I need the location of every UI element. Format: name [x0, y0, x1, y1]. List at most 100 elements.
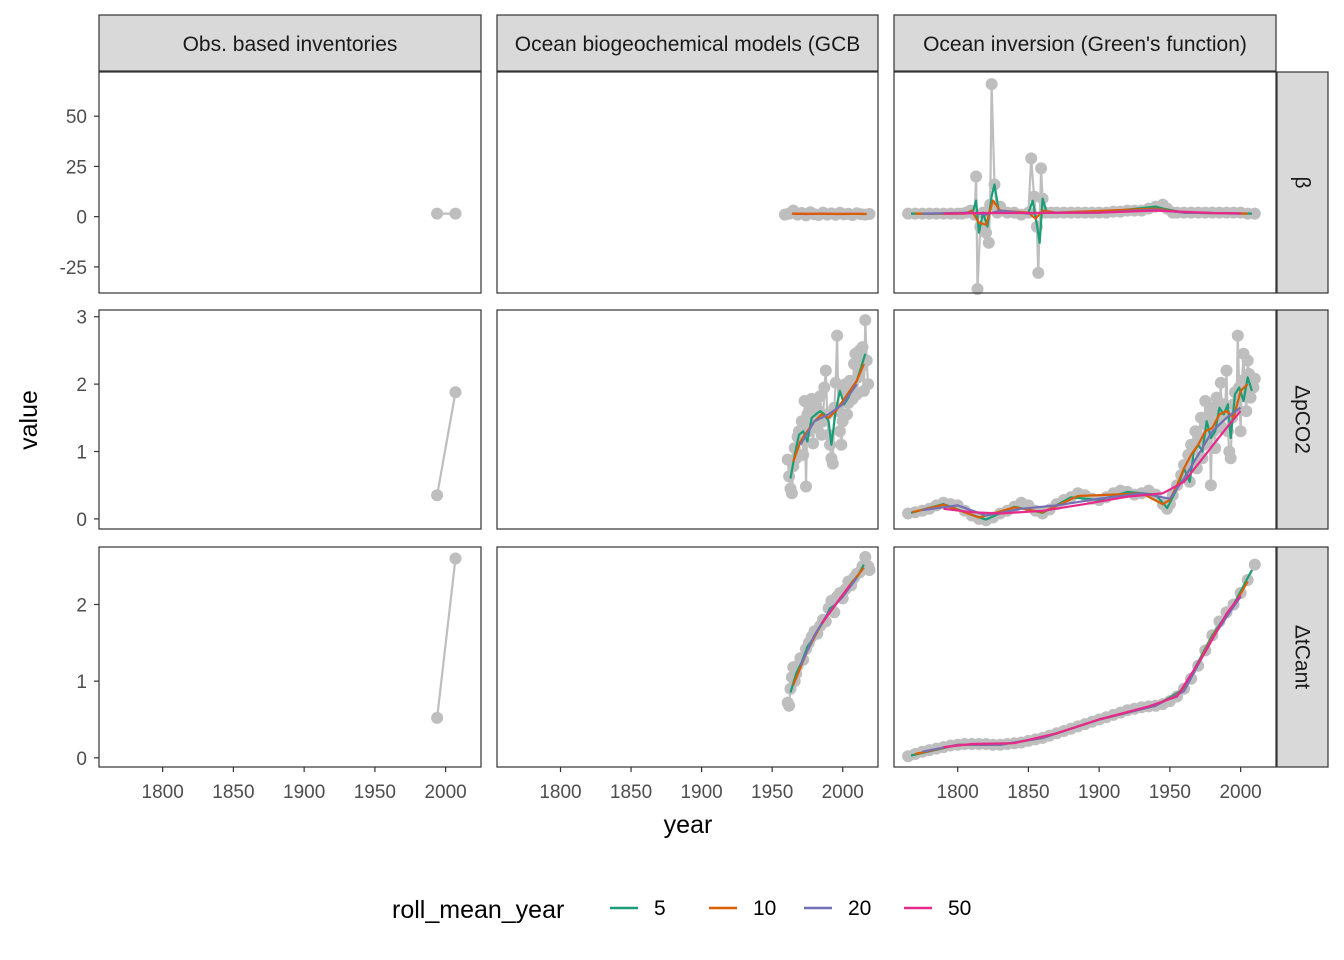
raw-data-point: [859, 551, 872, 563]
y-tick-label: 0: [76, 749, 87, 770]
x-tick-label: 1850: [1007, 782, 1049, 803]
legend-title: roll_mean_year: [392, 896, 564, 924]
x-tick-label: 1950: [1149, 782, 1191, 803]
column-strip-background: [893, 14, 1277, 72]
panel-border: [98, 71, 482, 294]
x-tick-label: 2000: [1219, 782, 1261, 803]
row-strip-background: [1276, 71, 1329, 294]
raw-data-point: [819, 364, 832, 377]
rolling-mean-line-50: [943, 410, 1242, 515]
raw-data-point: [1248, 558, 1261, 571]
panel-background: [894, 72, 1276, 293]
raw-data-point: [1025, 152, 1038, 165]
raw-data-point: [829, 376, 842, 389]
panel-data: [431, 386, 462, 502]
raw-data-point: [1234, 425, 1247, 438]
column-strip-background: [496, 14, 879, 72]
raw-data-point: [800, 480, 812, 493]
x-tick-label: 1850: [610, 782, 652, 803]
y-tick-label: 25: [66, 157, 87, 178]
legend-label-10: 10: [753, 897, 776, 920]
y-tick-label: 2: [76, 595, 87, 616]
panel-border: [893, 71, 1277, 294]
y-tick-label: 50: [66, 107, 87, 128]
raw-data-point: [859, 314, 872, 327]
rolling-mean-line-50: [820, 584, 851, 625]
raw-data-point: [862, 378, 875, 391]
y-tick-label: -25: [60, 258, 87, 279]
x-tick-label: 2000: [822, 782, 864, 803]
raw-series-line: [436, 392, 457, 496]
raw-data-point: [970, 170, 983, 183]
panel-background: [894, 547, 1276, 767]
raw-data-point: [971, 283, 984, 295]
legend: roll_mean_year 5 10 20 50: [392, 896, 971, 924]
raw-data-point: [1231, 329, 1244, 342]
raw-data-point: [797, 448, 810, 461]
raw-data-point: [431, 207, 444, 220]
raw-data-point: [431, 711, 444, 724]
panel-background: [497, 72, 878, 293]
raw-data-point: [1220, 364, 1233, 377]
raw-data-point: [1240, 405, 1253, 418]
x-tick-label: 1850: [212, 782, 254, 803]
column-strip-label: Ocean inversion (Green's function): [923, 33, 1247, 56]
raw-data-point: [1035, 162, 1048, 175]
raw-data-point: [841, 408, 853, 421]
row-strip-background: [1276, 309, 1329, 530]
row-strip-background: [1276, 546, 1329, 768]
raw-data-point: [1224, 452, 1237, 465]
raw-data-point: [785, 487, 798, 500]
column-strip-label: Obs. based inventories: [183, 33, 398, 56]
y-tick-label: 1: [76, 443, 87, 464]
rolling-mean-line-50: [943, 594, 1242, 749]
raw-data-point: [863, 208, 876, 220]
y-tick-label: 3: [76, 308, 87, 329]
x-tick-label: 2000: [424, 782, 466, 803]
y-tick-label: 0: [76, 510, 87, 531]
raw-data-point: [1032, 266, 1045, 279]
panel-data: [431, 207, 462, 220]
rolling-mean-line-50: [943, 209, 1241, 215]
rolling-mean-line-10: [792, 363, 865, 462]
x-tick-label: 1900: [1078, 782, 1120, 803]
raw-data-point: [807, 437, 820, 450]
raw-series-line: [436, 558, 457, 719]
raw-data-point: [831, 329, 844, 342]
raw-data-point: [1241, 354, 1254, 367]
panel-data: [902, 78, 1261, 295]
x-tick-label: 1900: [680, 782, 722, 803]
panel-background: [99, 310, 481, 529]
rolling-mean-line-20: [799, 577, 858, 667]
axes: 50 25 0 -25 3 2 1 0 2 1 0 1800 1850 1900 1950 2000 1800 1…: [60, 107, 1262, 803]
column-strip-background: [98, 14, 482, 72]
raw-data-point: [1248, 372, 1261, 385]
raw-data-point: [1244, 391, 1257, 404]
row-strip-label: ΔpCO2: [1291, 385, 1314, 454]
panel-data: [781, 551, 876, 712]
x-tick-label: 1800: [937, 782, 979, 803]
row-strip-label: ΔtCant: [1291, 625, 1314, 689]
x-axis-title: year: [664, 811, 713, 839]
panel-border: [98, 309, 482, 530]
panel-data: [431, 552, 462, 724]
raw-data-point: [826, 457, 839, 470]
raw-data-point: [982, 236, 995, 249]
raw-data-point: [835, 438, 848, 451]
raw-data-point: [449, 386, 462, 399]
y-tick-label: 0: [76, 208, 87, 229]
legend-label-50: 50: [948, 897, 971, 920]
rolling-mean-line-20: [799, 383, 858, 446]
raw-data-point: [431, 489, 444, 502]
panel-border: [893, 546, 1277, 768]
panel-background: [99, 547, 481, 767]
raw-data-point: [449, 552, 462, 565]
column-strip-label: Ocean biogeochemical models (GCB: [515, 33, 861, 56]
x-tick-label: 1800: [539, 782, 581, 803]
legend-label-5: 5: [654, 897, 666, 920]
panel-border: [98, 546, 482, 768]
raw-data-point: [863, 564, 876, 576]
panel-border: [496, 546, 879, 768]
raw-data-point: [449, 207, 462, 220]
